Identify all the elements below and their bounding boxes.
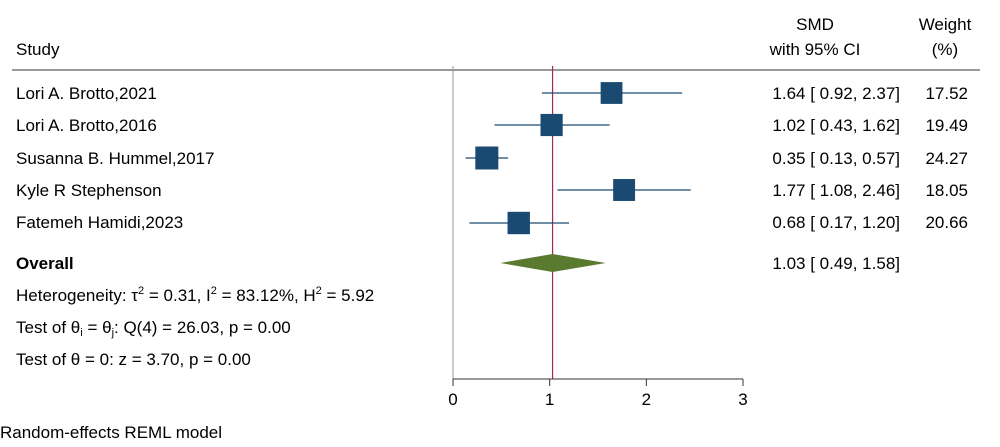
heterogeneity-stats: Heterogeneity: τ2 = 0.31, I2 = 83.12%, H…: [16, 285, 375, 306]
weight-unit-header: (%): [931, 40, 959, 59]
study-ci-5: 0.68 [ 0.17, 1.20]: [772, 213, 900, 232]
study-ci-1: 1.64 [ 0.92, 2.37]: [772, 84, 900, 103]
study-column-header: Study: [16, 40, 60, 59]
test-zero-effect: Test of θ = 0: z = 3.70, p = 0.00: [16, 350, 251, 369]
study-name-2: Lori A. Brotto,2016: [16, 116, 157, 135]
study-weight-1: 17.52: [925, 84, 968, 103]
study-weight-4: 18.05: [925, 181, 968, 200]
study-ci-4: 1.77 [ 1.08, 2.46]: [772, 181, 900, 200]
x-tick-label-2: 2: [642, 390, 651, 409]
study-ci-2: 1.02 [ 0.43, 1.62]: [772, 116, 900, 135]
study-name-5: Fatemeh Hamidi,2023: [16, 213, 184, 232]
overall-diamond: [500, 254, 606, 272]
effect-marker-2: [540, 113, 563, 137]
smd-header: SMD: [796, 15, 834, 34]
x-tick-label-1: 1: [545, 390, 554, 409]
study-name-4: Kyle R Stephenson: [16, 181, 162, 200]
study-weight-2: 19.49: [925, 116, 968, 135]
weight-header: Weight: [918, 15, 972, 34]
effect-marker-1: [600, 82, 623, 104]
ci-header: with 95% CI: [769, 40, 861, 59]
effect-marker-5: [507, 211, 530, 235]
study-weight-3: 24.27: [925, 149, 968, 168]
study-name-3: Susanna B. Hummel,2017: [16, 149, 215, 168]
study-weight-5: 20.66: [925, 213, 968, 232]
model-note: Random-effects REML model: [0, 423, 223, 442]
x-tick-label-3: 3: [738, 390, 747, 409]
x-tick-label-0: 0: [448, 390, 457, 409]
effect-marker-3: [475, 146, 499, 170]
test-equal-effects: Test of θi = θj: Q(4) = 26.03, p = 0.00: [16, 318, 291, 339]
study-ci-3: 0.35 [ 0.13, 0.57]: [772, 149, 900, 168]
effect-marker-4: [613, 179, 636, 201]
overall-ci: 1.03 [ 0.49, 1.58]: [772, 254, 900, 273]
overall-label: Overall: [16, 254, 74, 273]
study-name-1: Lori A. Brotto,2021: [16, 84, 157, 103]
